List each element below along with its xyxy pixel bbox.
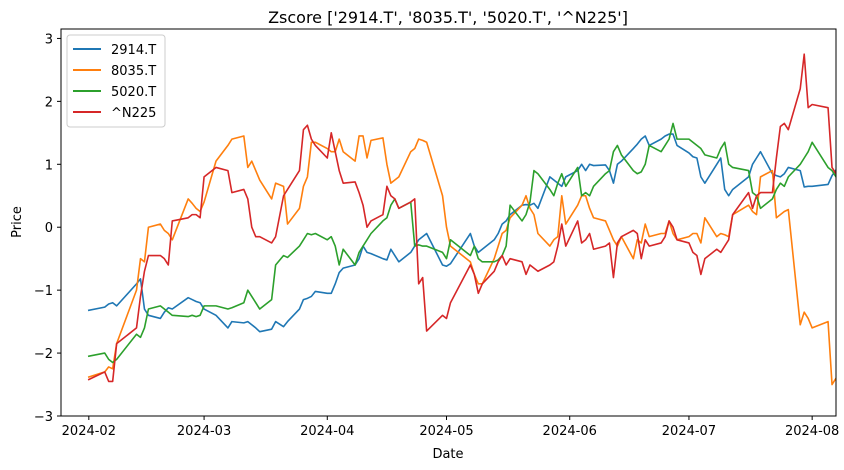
legend-box [66,34,166,128]
legend-label: 8035.T [111,64,156,79]
legend-label: 5020.T [111,85,156,100]
y-axis: −3 −2 −1 0 1 2 3 [34,32,61,425]
y-tick-label: 2 [45,95,53,110]
y-tick-label: −3 [34,410,53,425]
series-line-0 [87,133,836,333]
legend: 2914.T 8035.T 5020.T ^N225 [66,34,166,128]
x-tick-label: 2024-07 [662,424,716,439]
y-tick-label: 3 [45,32,53,47]
series-layer [87,53,836,386]
x-tick-label: 2024-02 [62,424,116,439]
chart-title: Zscore ['2914.T', '8035.T', '5020.T', '^… [268,8,628,27]
x-tick-label: 2024-04 [300,424,354,439]
y-tick-label: −1 [34,284,53,299]
y-tick-label: 1 [45,158,53,173]
legend-label: 2914.T [111,43,156,58]
series-line-2 [87,122,836,364]
y-tick-label: −2 [34,347,53,362]
legend-label: ^N225 [111,106,156,121]
x-axis: 2024-02 2024-03 2024-04 2024-05 2024-06 2024-… [62,416,839,439]
plot-frame [60,28,837,417]
x-tick-label: 2024-08 [785,424,839,439]
series-line-3 [87,53,836,383]
y-axis-label: Price [10,206,25,238]
x-axis-label: Date [432,447,463,462]
x-tick-label: 2024-05 [419,424,473,439]
y-tick-label: 0 [45,221,53,236]
x-tick-label: 2024-06 [543,424,597,439]
x-tick-label: 2024-03 [177,424,231,439]
series-line-1 [87,135,836,386]
